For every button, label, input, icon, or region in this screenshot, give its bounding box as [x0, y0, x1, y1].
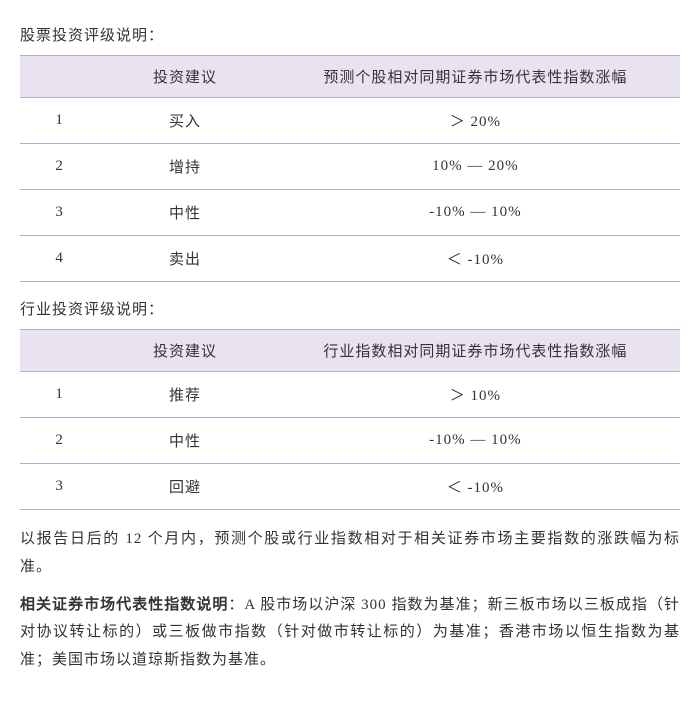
cell-advice: 中性	[99, 190, 271, 236]
cell-desc: ＞ 10%	[271, 372, 680, 418]
cell-desc: ＞ 20%	[271, 98, 680, 144]
table-row: 4 卖出 ＜ -10%	[20, 236, 680, 282]
cell-advice: 推荐	[99, 372, 271, 418]
col-header-idx	[20, 56, 99, 98]
cell-idx: 3	[20, 464, 99, 510]
cell-desc: 10% — 20%	[271, 144, 680, 190]
cell-advice: 中性	[99, 418, 271, 464]
cell-idx: 3	[20, 190, 99, 236]
col-header-idx	[20, 330, 99, 372]
table-row: 1 买入 ＞ 20%	[20, 98, 680, 144]
cell-advice: 买入	[99, 98, 271, 144]
stock-rating-title: 股票投资评级说明：	[20, 24, 680, 45]
cell-desc: ＜ -10%	[271, 464, 680, 510]
cell-idx: 1	[20, 98, 99, 144]
cell-idx: 4	[20, 236, 99, 282]
cell-advice: 增持	[99, 144, 271, 190]
cell-desc: -10% — 10%	[271, 418, 680, 464]
col-header-advice: 投资建议	[99, 330, 271, 372]
cell-advice: 回避	[99, 464, 271, 510]
col-header-desc: 行业指数相对同期证券市场代表性指数涨幅	[271, 330, 680, 372]
cell-idx: 2	[20, 144, 99, 190]
industry-rating-table: 投资建议 行业指数相对同期证券市场代表性指数涨幅 1 推荐 ＞ 10% 2 中性…	[20, 329, 680, 510]
stock-rating-table: 投资建议 预测个股相对同期证券市场代表性指数涨幅 1 买入 ＞ 20% 2 增持…	[20, 55, 680, 282]
cell-idx: 1	[20, 372, 99, 418]
index-explain-paragraph: 相关证券市场代表性指数说明：A 股市场以沪深 300 指数为基准；新三板市场以三…	[20, 592, 680, 675]
col-header-desc: 预测个股相对同期证券市场代表性指数涨幅	[271, 56, 680, 98]
cell-desc: ＜ -10%	[271, 236, 680, 282]
industry-rating-title: 行业投资评级说明：	[20, 298, 680, 319]
table-row: 2 增持 10% — 20%	[20, 144, 680, 190]
table-row: 3 回避 ＜ -10%	[20, 464, 680, 510]
cell-idx: 2	[20, 418, 99, 464]
col-header-advice: 投资建议	[99, 56, 271, 98]
cell-advice: 卖出	[99, 236, 271, 282]
cell-desc: -10% — 10%	[271, 190, 680, 236]
table-row: 1 推荐 ＞ 10%	[20, 372, 680, 418]
index-explain-lead: 相关证券市场代表性指数说明	[20, 597, 228, 613]
table-header-row: 投资建议 行业指数相对同期证券市场代表性指数涨幅	[20, 330, 680, 372]
table-row: 3 中性 -10% — 10%	[20, 190, 680, 236]
table-header-row: 投资建议 预测个股相对同期证券市场代表性指数涨幅	[20, 56, 680, 98]
table-row: 2 中性 -10% — 10%	[20, 418, 680, 464]
note-paragraph: 以报告日后的 12 个月内，预测个股或行业指数相对于相关证券市场主要指数的涨跌幅…	[20, 526, 680, 582]
